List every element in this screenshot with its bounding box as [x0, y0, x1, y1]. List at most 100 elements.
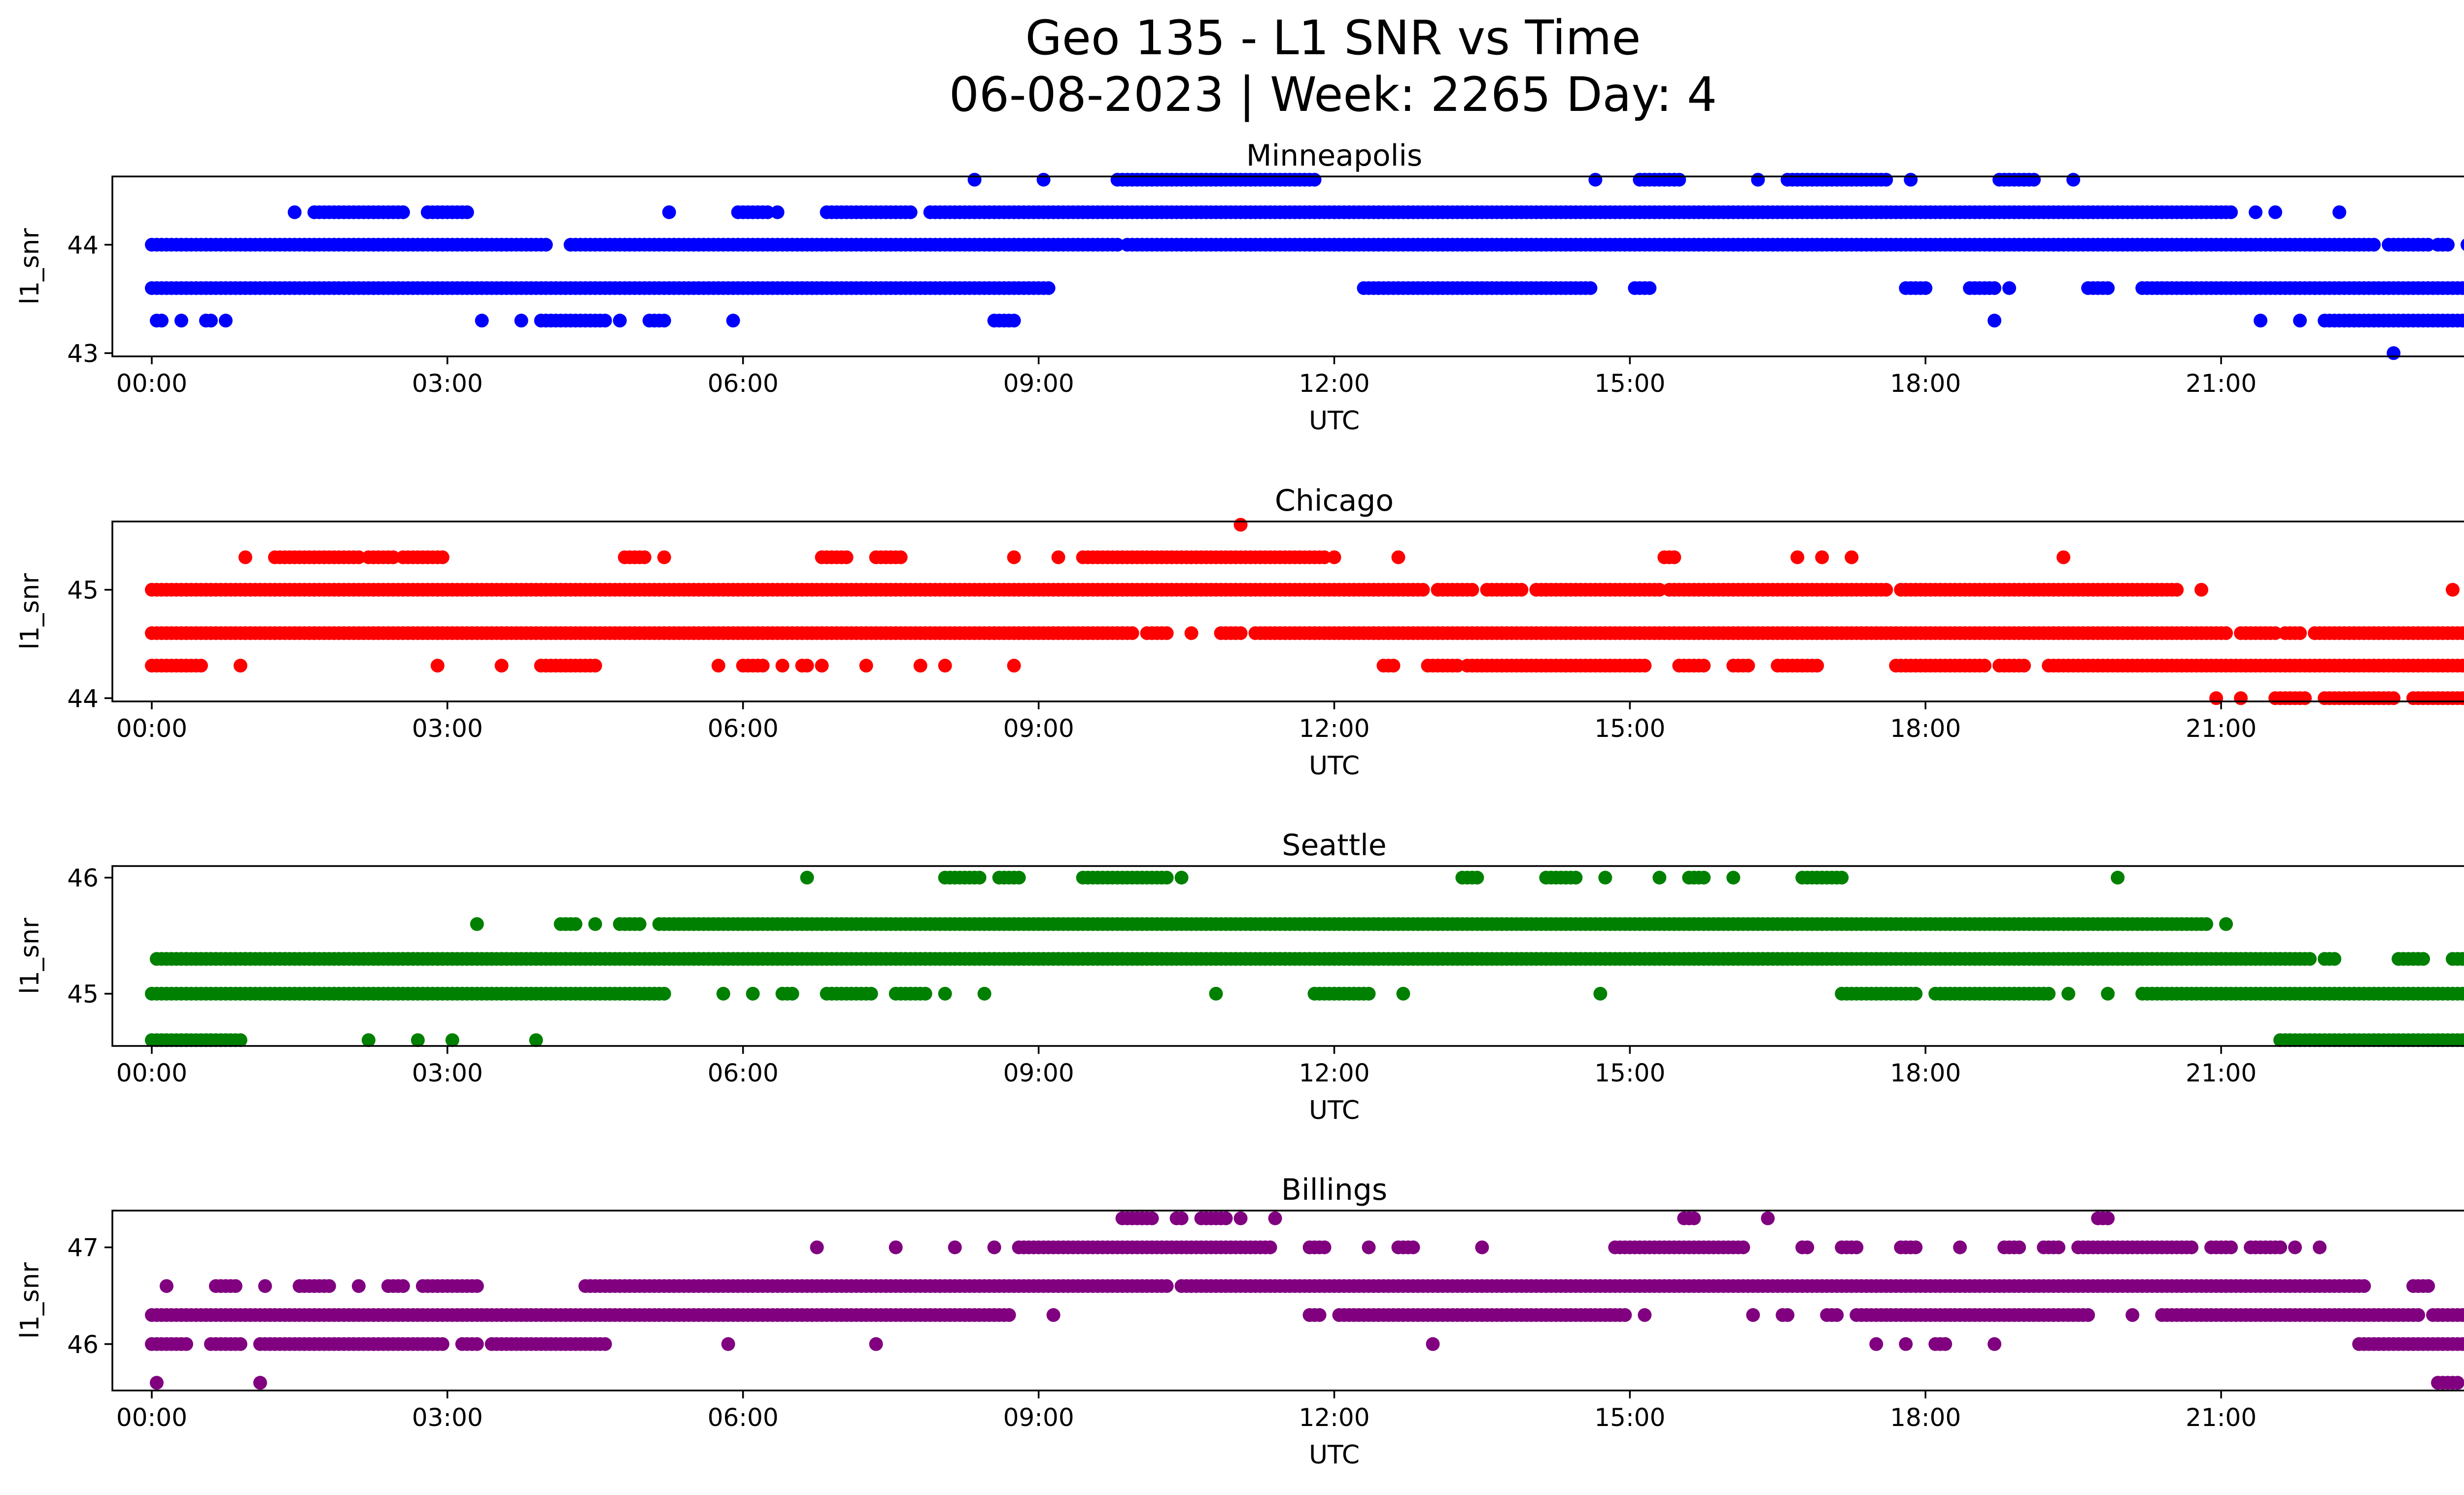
y-axis-label: l1_snr	[15, 1262, 45, 1339]
data-point	[1362, 987, 1376, 1001]
data-point	[903, 205, 918, 219]
data-point	[514, 313, 528, 328]
x-tick-label: 03:00	[412, 1059, 483, 1087]
data-point	[1307, 173, 1322, 187]
data-point	[1160, 1279, 1174, 1293]
data-point	[1638, 1308, 1652, 1322]
data-point	[386, 550, 400, 564]
data-point	[2027, 173, 2041, 187]
data-point	[322, 1279, 336, 1293]
x-tick-label: 06:00	[708, 369, 779, 398]
data-point	[1470, 870, 1484, 885]
data-point	[1687, 1211, 1701, 1225]
data-point	[1391, 550, 1405, 564]
x-tick-label: 18:00	[1890, 369, 1961, 398]
data-point	[2313, 1240, 2327, 1254]
data-point	[2416, 952, 2430, 966]
x-tick-label: 15:00	[1594, 714, 1665, 743]
data-point	[2327, 952, 2342, 966]
data-point	[967, 173, 982, 187]
data-point	[2303, 952, 2317, 966]
data-point	[760, 205, 775, 219]
data-point	[460, 205, 474, 219]
y-tick-label: 45	[67, 980, 99, 1008]
data-point	[1780, 1308, 1795, 1322]
data-point	[1667, 550, 1681, 564]
data-point	[435, 1337, 449, 1351]
data-point	[1643, 281, 1657, 295]
data-point	[2461, 282, 2464, 294]
figure-title-line1: Geo 135 - L1 SNR vs Time	[1026, 10, 1641, 66]
data-point	[470, 1337, 484, 1351]
data-point	[800, 870, 814, 885]
x-tick-label: 09:00	[1003, 714, 1074, 743]
data-point	[1317, 550, 1332, 564]
x-tick-label: 03:00	[412, 714, 483, 743]
data-point	[470, 1279, 484, 1293]
data-point	[1174, 1211, 1189, 1225]
data-point	[1761, 1211, 1775, 1225]
data-point	[1036, 173, 1051, 187]
data-point	[588, 917, 602, 931]
data-point	[1879, 173, 1893, 187]
data-point	[1051, 550, 1065, 564]
data-point	[770, 205, 785, 219]
data-point	[726, 313, 740, 328]
x-tick-label: 21:00	[2186, 714, 2257, 743]
data-point	[2387, 346, 2401, 360]
data-points-minneapolis	[145, 173, 2464, 360]
data-point	[1312, 1308, 1327, 1322]
x-tick-label: 09:00	[1003, 369, 1074, 398]
subplot-title: Minneapolis	[1246, 139, 1423, 173]
data-point	[2224, 205, 2238, 219]
data-point	[2357, 1279, 2371, 1293]
data-point	[1110, 238, 1125, 252]
subplot-title: Chicago	[1275, 484, 1394, 518]
data-point	[1741, 659, 1755, 673]
data-point	[228, 1279, 242, 1293]
data-point	[1849, 1240, 1864, 1254]
data-point	[948, 1240, 962, 1254]
data-point	[657, 987, 671, 1001]
x-tick-label: 21:00	[2186, 1059, 2257, 1087]
data-point	[1041, 281, 1056, 295]
data-point	[657, 313, 671, 328]
data-point	[815, 659, 829, 673]
data-point	[150, 1376, 164, 1390]
data-point	[613, 313, 627, 328]
data-point	[2101, 281, 2115, 295]
x-tick-label: 03:00	[412, 1403, 483, 1432]
data-point	[470, 917, 484, 931]
data-point	[785, 987, 799, 1001]
y-tick-label: 43	[67, 339, 99, 368]
data-point	[1514, 583, 1529, 597]
data-point	[1416, 583, 1430, 597]
x-tick-label: 03:00	[412, 369, 483, 398]
data-point	[938, 659, 952, 673]
data-point	[194, 659, 208, 673]
data-point	[2451, 1376, 2464, 1390]
data-point	[204, 313, 218, 328]
data-point	[716, 987, 730, 1001]
data-point	[2052, 1240, 2066, 1254]
data-point	[1751, 173, 1765, 187]
data-point	[972, 870, 987, 885]
data-point	[1012, 870, 1026, 885]
data-point	[1835, 870, 1849, 885]
data-point	[1263, 1240, 1277, 1254]
data-point	[253, 1376, 267, 1390]
data-point	[2254, 313, 2268, 328]
data-point	[1317, 1240, 1332, 1254]
data-point	[2125, 1308, 2140, 1322]
data-point	[2219, 626, 2233, 640]
data-point	[2017, 659, 2031, 673]
data-point	[2234, 691, 2248, 705]
data-point	[1160, 870, 1174, 885]
data-point	[1174, 870, 1189, 885]
data-point	[1007, 659, 1021, 673]
data-point	[1845, 550, 1859, 564]
data-point	[179, 1337, 193, 1351]
data-points-chicago	[145, 518, 2464, 705]
data-point	[2199, 917, 2214, 931]
